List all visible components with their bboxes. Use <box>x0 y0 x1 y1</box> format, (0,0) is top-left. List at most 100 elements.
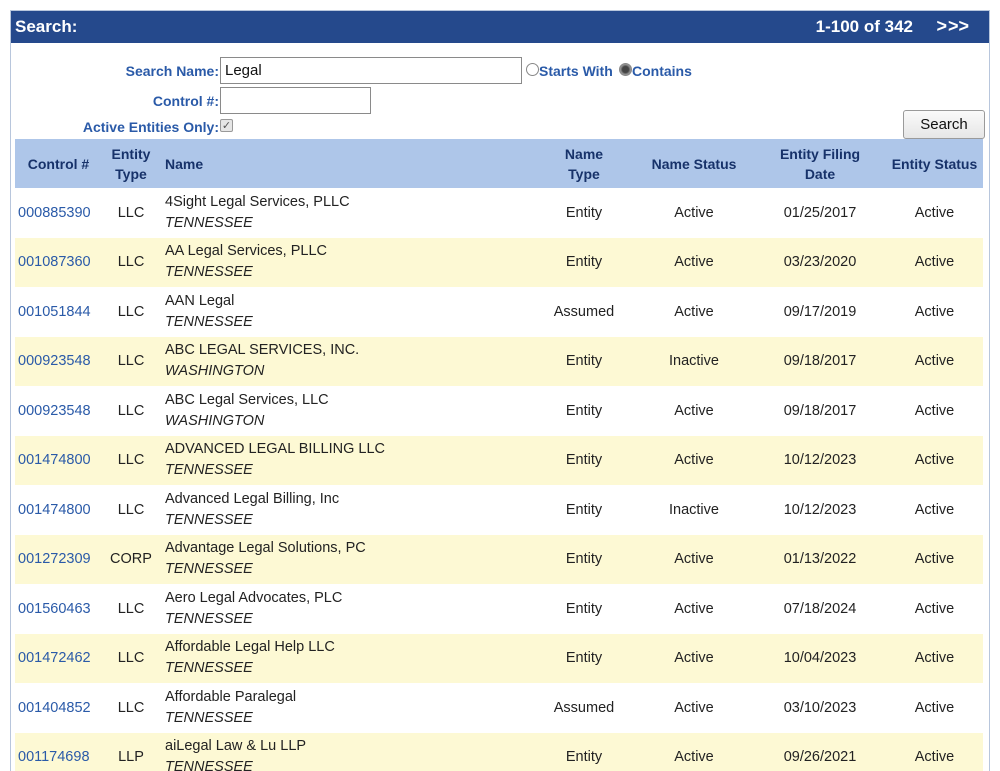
control-cell: 001474800 <box>15 485 102 535</box>
entity-name: AA Legal Services, PLLC <box>165 243 328 260</box>
control-number-link[interactable]: 001087360 <box>18 254 91 271</box>
entity-state: WASHINGTON <box>165 412 265 429</box>
col-header-control[interactable]: Control # <box>15 139 102 188</box>
starts-with-radio[interactable] <box>526 63 539 76</box>
name-cell: ABC LEGAL SERVICES, INC. WASHINGTON <box>160 336 534 386</box>
col-header-name-status[interactable]: Name Status <box>634 139 754 188</box>
control-number-link[interactable]: 001174698 <box>18 749 90 766</box>
col-header-filing-date[interactable]: Entity Filing Date <box>754 139 886 188</box>
control-number-link[interactable]: 001472462 <box>18 650 91 667</box>
entity-status-cell: Active <box>886 534 983 584</box>
entity-state: TENNESSEE <box>165 264 253 281</box>
name-status-cell: Active <box>634 633 754 683</box>
entity-state: TENNESSEE <box>165 610 253 627</box>
control-number-label: Control #: <box>152 93 219 109</box>
filing-date-cell: 09/26/2021 <box>754 732 886 771</box>
name-status-cell: Inactive <box>669 501 719 518</box>
entity-state: TENNESSEE <box>165 561 253 578</box>
control-number-link[interactable]: 000923548 <box>18 402 91 419</box>
table-row: 001051844 LLC AAN Legal TENNESSEE Assumed Act… <box>15 287 983 337</box>
name-type-cell: Entity <box>534 732 634 771</box>
name-cell: 4Sight Legal Services, PLLC TENNESSEE <box>160 188 534 238</box>
control-cell: 000885390 <box>15 188 102 238</box>
name-cell: Advanced Legal Billing, Inc TENNESSEE <box>160 485 534 535</box>
control-number-link[interactable]: 001272309 <box>18 551 91 568</box>
name-type-cell: Assumed <box>553 303 615 320</box>
table-row: 000885390 LLC 4Sight Legal Services, PLLC T… <box>15 188 983 238</box>
result-range: 1-100 of 342 <box>815 17 913 36</box>
results-table: Control # Entity Type Name Name Type Name … <box>15 139 983 771</box>
name-type-cell: Entity <box>565 600 603 617</box>
entity-status-cell: Active <box>886 435 983 485</box>
name-cell: AA Legal Services, PLLC TENNESSEE <box>160 237 534 287</box>
table-row: 000923548 LLC ABC LEGAL SERVICES, INC. WASH… <box>15 336 983 386</box>
control-number-link[interactable]: 001404852 <box>18 699 91 716</box>
name-cell: Aero Legal Advocates, PLC TENNESSEE <box>160 584 534 634</box>
entity-state: TENNESSEE <box>165 511 253 528</box>
entity-status-cell: Active <box>914 501 955 518</box>
entity-state: WASHINGTON <box>165 363 265 380</box>
search-name-input[interactable] <box>220 57 522 84</box>
control-cell: 001472462 <box>15 633 102 683</box>
search-form: Search Name: Starts With Contains Contro… <box>11 43 989 139</box>
search-panel: Search: 1-100 of 342 > >> Search Name: S… <box>10 10 990 771</box>
name-type-cell: Entity <box>534 336 634 386</box>
name-type-cell: Entity <box>534 435 634 485</box>
control-number-link[interactable]: 000885390 <box>18 204 91 221</box>
control-cell: 001051844 <box>15 287 102 337</box>
control-number-input[interactable] <box>220 87 371 114</box>
next-page-link[interactable]: > <box>936 16 947 36</box>
filing-date-cell: 10/04/2023 <box>754 633 886 683</box>
control-number-link[interactable]: 001560463 <box>18 600 91 617</box>
entity-type-cell: LLC <box>102 336 160 386</box>
entity-state: TENNESSEE <box>165 313 253 330</box>
name-status-cell: Active <box>674 402 714 419</box>
name-type-cell: Entity <box>534 237 634 287</box>
entity-type-cell: LLP <box>102 732 160 771</box>
active-only-checkbox[interactable]: ✓ <box>220 119 233 132</box>
control-cell: 001174698 <box>15 732 102 771</box>
contains-radio[interactable] <box>619 63 632 76</box>
col-header-name-type[interactable]: Name Type <box>534 139 634 188</box>
name-status-cell: Active <box>634 435 754 485</box>
control-number-link[interactable]: 001474800 <box>18 452 91 469</box>
col-header-name[interactable]: Name <box>160 139 534 188</box>
control-cell: 001474800 <box>15 435 102 485</box>
entity-type-cell: LLC <box>102 435 160 485</box>
name-cell: Advantage Legal Solutions, PC TENNESSEE <box>160 534 534 584</box>
name-type-cell: Assumed <box>553 699 615 716</box>
col-header-entity-status[interactable]: Entity Status <box>886 139 983 188</box>
entity-status-cell: Active <box>914 600 955 617</box>
name-status-cell: Inactive <box>634 336 754 386</box>
entity-type-cell: LLC <box>117 600 145 617</box>
search-button[interactable]: Search <box>903 110 985 139</box>
control-cell: 001087360 <box>15 237 102 287</box>
name-status-cell: Active <box>674 303 714 320</box>
name-status-cell: Active <box>634 237 754 287</box>
table-row: 001472462 LLC Affordable Legal Help LLC TEN… <box>15 633 983 683</box>
entity-type-cell: LLC <box>102 237 160 287</box>
table-row: 001474800 LLC Advanced Legal Billing, Inc T… <box>15 485 983 535</box>
name-cell: ADVANCED LEGAL BILLING LLC TENNESSEE <box>160 435 534 485</box>
starts-with-label[interactable]: Starts With <box>539 63 613 79</box>
entity-status-cell: Active <box>886 732 983 771</box>
entity-name: Advantage Legal Solutions, PC <box>165 540 366 557</box>
entity-status-cell: Active <box>886 633 983 683</box>
control-number-link[interactable]: 001051844 <box>18 303 91 320</box>
entity-type-cell: LLC <box>117 204 145 221</box>
entity-status-cell: Active <box>886 336 983 386</box>
search-title: Search: <box>15 17 78 36</box>
table-row: 001560463 LLC Aero Legal Advocates, PLC TEN… <box>15 584 983 634</box>
entity-state: TENNESSEE <box>165 462 253 479</box>
last-page-link[interactable]: >> <box>947 16 969 36</box>
col-header-entity-type[interactable]: Entity Type <box>102 139 160 188</box>
entity-name: Aero Legal Advocates, PLC <box>165 589 343 606</box>
contains-label[interactable]: Contains <box>632 63 692 79</box>
entity-status-cell: Active <box>914 699 955 716</box>
control-number-link[interactable]: 000923548 <box>18 353 91 370</box>
name-status-cell: Active <box>634 732 754 771</box>
entity-type-cell: LLC <box>117 402 145 419</box>
control-number-link[interactable]: 001474800 <box>18 501 91 518</box>
filing-date-cell: 09/18/2017 <box>783 402 857 419</box>
name-cell: AAN Legal TENNESSEE <box>160 287 534 337</box>
